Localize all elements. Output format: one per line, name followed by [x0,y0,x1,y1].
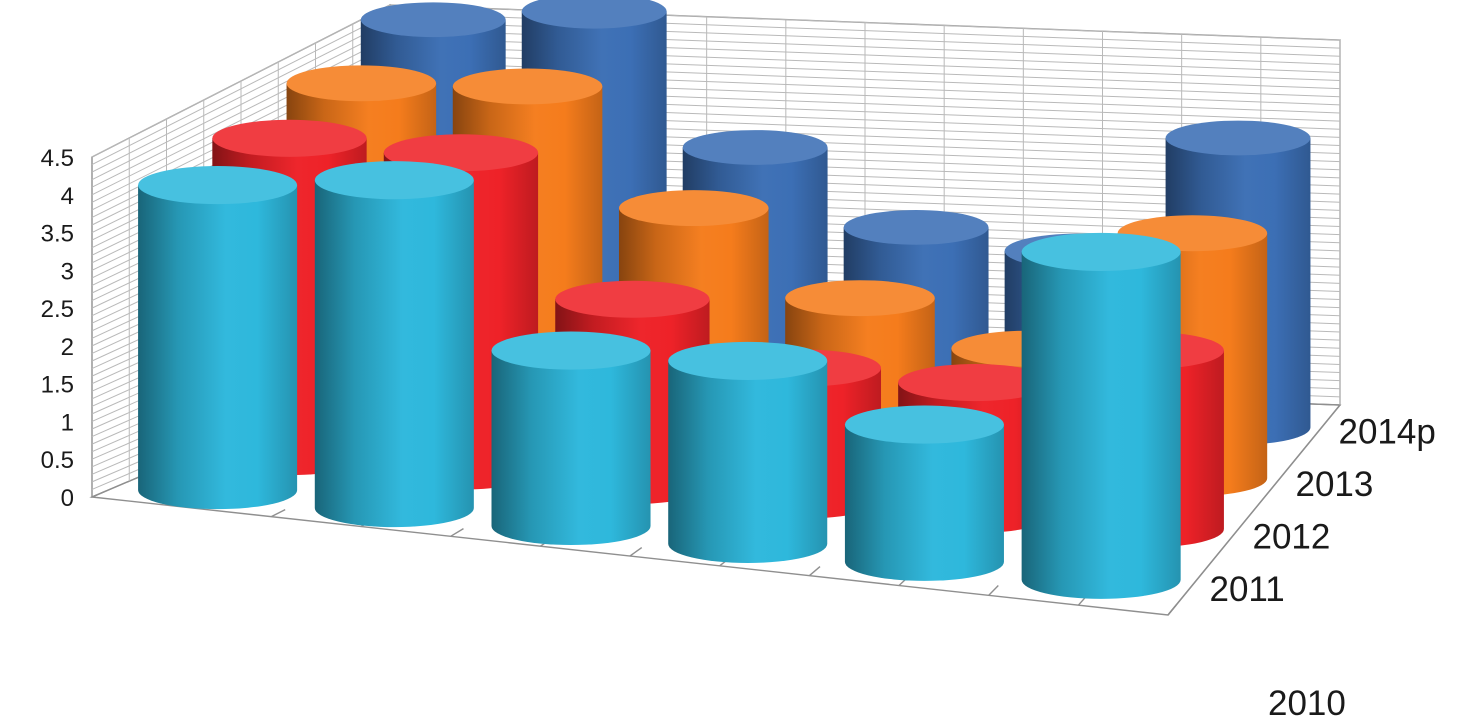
y-tick-label: 2.5 [41,296,74,323]
chart-bars [138,0,1311,599]
cylinder-top-2011-5 [844,405,1004,444]
cylinder-bar-2011-1 [138,185,298,510]
y-tick-label: 3.5 [41,221,74,248]
cylinder-top-2012-1 [212,119,367,157]
series-label-2014p: 2014p [1339,412,1436,451]
cylinder-top-2014p-2 [521,0,667,29]
cylinder-top-2011-6 [1021,232,1181,271]
x-axis-tick [271,509,286,518]
x-axis-tick [808,566,821,577]
y-tick-label: 4.5 [41,145,74,172]
cylinder-top-2011-3 [491,331,651,370]
y-tick-label: 4 [61,183,74,210]
cylinder-top-2012-3 [555,280,710,318]
y-tick-label: 3 [61,258,74,285]
cylinder-top-2013-2 [452,68,603,105]
series-label-2011: 2011 [1210,570,1285,609]
cylinder-top-2014p-4 [843,210,989,245]
x-axis-tick [988,585,999,596]
cylinder-top-2014p-6 [1165,120,1311,156]
series-axis-labels: 2011 2012 2013 2014p [1210,412,1436,609]
extra-year-label: 2010 [1268,684,1346,721]
cylinder-bar-2011-5 [844,424,1004,581]
x-axis-tick [450,528,464,537]
cylinder-top-2011-2 [314,161,474,200]
series-label-2013: 2013 [1296,465,1374,504]
y-tick-label: 0.5 [41,447,74,474]
cylinder-bar-2011-2 [314,180,474,528]
y-tick-label: 1.5 [41,372,74,399]
x-axis-tick [91,490,108,498]
cylinder-top-2013-1 [286,65,437,102]
cylinder-top-2013-4 [785,280,935,317]
series-label-2012: 2012 [1253,517,1331,556]
cylinder-bar-2011-6 [1021,251,1181,599]
cylinder-top-2014p-3 [682,130,828,165]
x-axis-tick [629,547,643,557]
cylinder-bar-2011-4 [668,360,828,563]
cylinder-top-2013-3 [618,190,769,227]
y-tick-label: 1 [61,409,74,436]
cylinder-top-2011-1 [138,166,298,205]
cylinder-top-2014p-1 [360,2,506,38]
y-tick-label: 2 [61,334,74,361]
cylinder-bar-2011-3 [491,350,651,546]
y-axis-tick-labels: 0 0.5 1 1.5 2 2.5 3 3.5 4 4.5 [41,145,74,512]
cylinder-top-2012-2 [383,134,539,172]
cylinder-top-2012-5 [898,364,1053,402]
series-axis-line [1167,404,1341,616]
y-tick-label: 0 [61,485,74,512]
cylinder-top-2011-4 [668,341,828,380]
